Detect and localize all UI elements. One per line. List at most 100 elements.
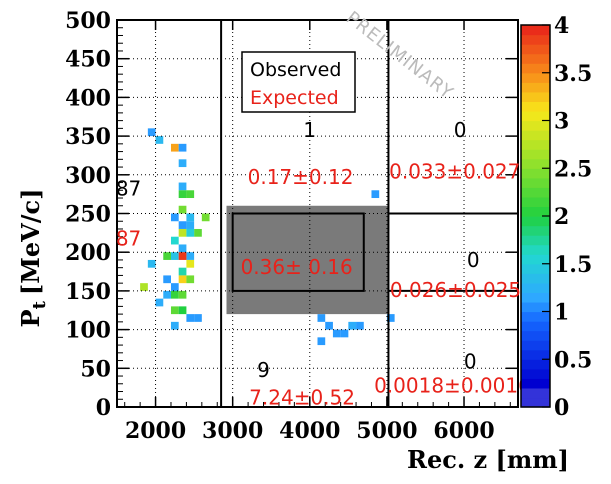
- x-tick-label: 3000: [202, 418, 263, 444]
- annotation-label: 87: [116, 226, 141, 250]
- annotation-label: 0.36± 0.16: [241, 255, 353, 279]
- x-tick-label: 4000: [279, 418, 340, 444]
- heatmap-cell: [178, 159, 187, 168]
- heatmap-cell: [163, 252, 171, 260]
- heatmap-cell: [201, 213, 210, 222]
- heatmap-cell: [194, 314, 202, 322]
- z-tick-label: 3: [554, 109, 569, 135]
- heatmap-cell: [140, 283, 148, 291]
- heatmap-cell: [317, 314, 326, 322]
- palette-swatch: [521, 225, 550, 236]
- legend-expected: Expected: [250, 87, 339, 109]
- palette-swatch: [521, 168, 550, 179]
- z-tick-label: 3.5: [554, 61, 592, 87]
- annotation-label: 0.0018±0.0016: [374, 373, 531, 397]
- palette-swatch: [521, 101, 550, 112]
- palette-swatch: [521, 91, 550, 102]
- heatmap-cell: [170, 213, 179, 222]
- palette-swatch: [521, 25, 550, 36]
- heatmap-cell: [356, 321, 364, 330]
- palette-swatch: [521, 44, 550, 55]
- annotation-label: 7.24±0.52: [249, 386, 355, 410]
- palette-swatch: [521, 340, 550, 351]
- heatmap-cell: [178, 275, 187, 284]
- heatmap-cell: [178, 182, 187, 191]
- heatmap-cell: [155, 136, 164, 144]
- palette-swatch: [521, 34, 550, 45]
- heatmap-cell: [178, 306, 187, 315]
- palette-swatch: [521, 120, 550, 131]
- annotation-label: 0.033±0.027: [389, 160, 520, 184]
- palette-swatch: [521, 387, 550, 399]
- annotation-label: 87: [116, 177, 141, 201]
- heatmap-cell: [186, 259, 195, 268]
- palette-swatch: [521, 196, 550, 208]
- y-tick-label: 450: [65, 47, 111, 73]
- heatmap-cell: [178, 290, 187, 299]
- palette-swatch: [521, 139, 550, 150]
- heatmap-cell: [332, 329, 341, 338]
- heatmap-cell: [163, 290, 171, 299]
- palette-swatch: [521, 72, 550, 83]
- heatmap-cell: [163, 275, 171, 284]
- x-axis-label: Rec. z [mm]: [407, 445, 569, 474]
- y-tick-label: 150: [65, 279, 111, 305]
- heatmap-cell: [194, 228, 202, 237]
- annotation-label: 0: [464, 349, 477, 373]
- blind-box: [226, 205, 389, 315]
- heatmap-cell: [317, 337, 326, 346]
- palette-swatch: [521, 149, 550, 160]
- y-label-unit: [MeV/c]: [16, 189, 45, 296]
- heatmap-cell: [348, 321, 357, 330]
- heatmap-cell: [170, 283, 179, 291]
- palette-swatch: [521, 110, 550, 122]
- palette-swatch: [521, 349, 550, 360]
- palette-swatch: [521, 235, 550, 246]
- heatmap-cell: [325, 321, 333, 330]
- watermark: PRELIMINARY: [342, 7, 457, 104]
- z-tick-label: 1.5: [554, 252, 592, 278]
- z-tick-label: 2: [554, 204, 569, 230]
- annotation-label: 0.17±0.12: [248, 165, 354, 189]
- y-axis-label: Pt [MeV/c]: [16, 189, 50, 328]
- heatmap-cell: [170, 306, 179, 315]
- x-tick-label: 2000: [125, 418, 186, 444]
- y-tick-label: 300: [65, 163, 111, 189]
- legend-box: [241, 51, 356, 113]
- z-tick-label: 4: [554, 13, 569, 39]
- annotation-label: 0: [454, 118, 467, 142]
- heatmap-cell: [186, 190, 195, 199]
- z-tick-label: 0: [554, 395, 569, 421]
- y-label-main: P: [16, 309, 45, 327]
- heatmap-cell: [178, 190, 187, 199]
- palette-swatch: [521, 53, 550, 64]
- heatmap-cell: [178, 252, 187, 260]
- y-tick-label: 350: [65, 124, 111, 150]
- heatmap-cell: [170, 143, 179, 152]
- heatmap-cell: [178, 267, 187, 276]
- heatmap-cell: [186, 228, 195, 237]
- palette-swatch: [521, 321, 550, 332]
- palette-swatch: [521, 359, 550, 370]
- color-palette: [521, 25, 550, 408]
- palette-swatch: [521, 378, 550, 389]
- palette-swatch: [521, 206, 550, 217]
- heatmap-cell: [186, 275, 195, 284]
- heatmap-cell: [386, 314, 395, 322]
- palette-swatch: [521, 292, 550, 303]
- heatmap-cell: [178, 228, 187, 237]
- heatmap-cell: [147, 128, 156, 137]
- y-tick-label: 200: [65, 240, 111, 266]
- heatmap-cell: [170, 290, 179, 299]
- heatmap-cell: [170, 236, 179, 245]
- y-tick-label: 100: [65, 318, 111, 344]
- annotation-label: 9: [257, 358, 270, 382]
- palette-swatch: [521, 397, 550, 408]
- heatmap-cell: [186, 252, 195, 260]
- z-tick-label: 2.5: [554, 156, 592, 182]
- heatmap-cell: [178, 143, 187, 152]
- palette-swatch: [521, 216, 550, 227]
